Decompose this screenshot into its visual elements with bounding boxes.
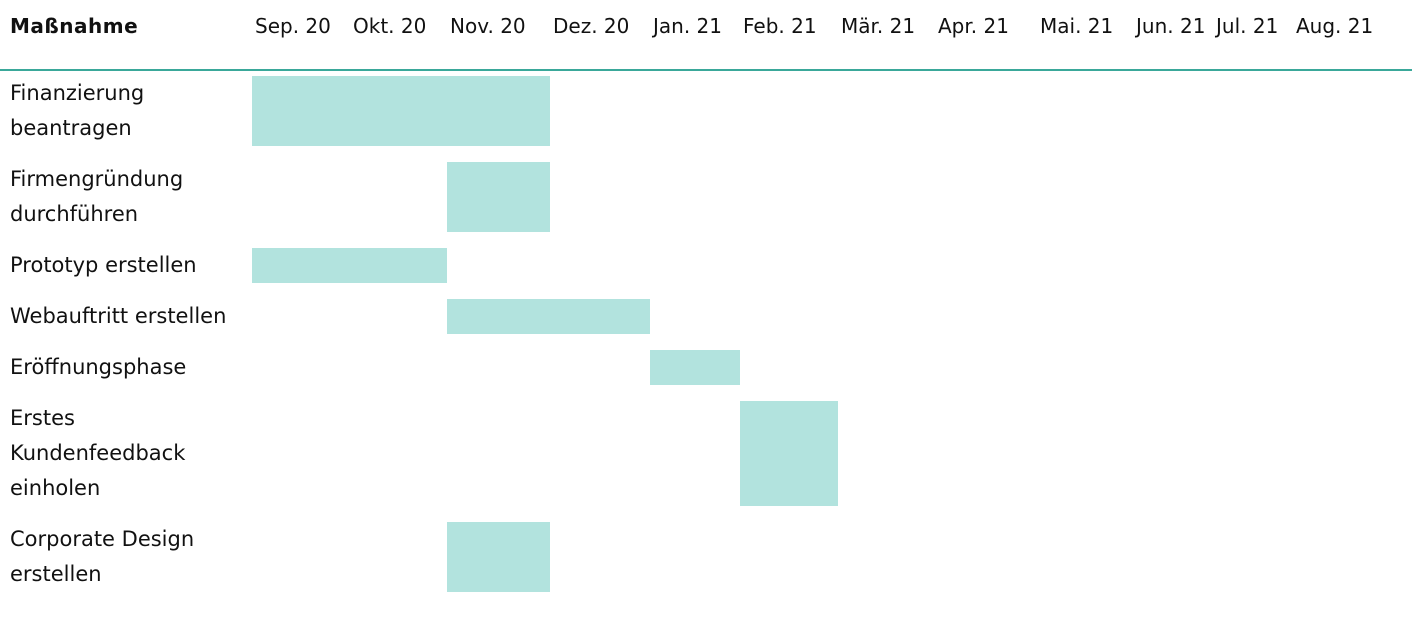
task-bar (447, 162, 550, 232)
task-bar (740, 401, 838, 506)
month-label: Mär. 21 (841, 14, 916, 38)
month-label: Nov. 20 (450, 14, 526, 38)
task-label: Finanzierung beantragen (10, 81, 145, 140)
task-label: Eröffnungsphase (10, 355, 187, 379)
header: Maßnahme Sep. 20 Okt. 20 Nov. 20 Dez. 20 Jan… (0, 0, 1412, 71)
task-row: Webauftritt erstellen (0, 299, 1415, 350)
task-row: Prototyp erstellen (0, 248, 1415, 299)
task-row: Eröffnungsphase (0, 350, 1415, 401)
month-label: Sep. 20 (255, 14, 331, 38)
month-label: Aug. 21 (1296, 14, 1374, 38)
task-bar (252, 76, 550, 146)
task-label: Firmengründung durchführen (10, 167, 184, 226)
task-label: Prototyp erstellen (10, 253, 197, 277)
task-row: Corporate Design erstellen (0, 522, 1415, 608)
month-label: Jan. 21 (653, 14, 722, 38)
rows: Finanzierung beantragen Firmengründung du… (0, 76, 1415, 608)
task-row: Finanzierung beantragen (0, 76, 1415, 162)
task-label: Erstes Kundenfeedback einholen (10, 406, 186, 500)
task-row: Firmengründung durchführen (0, 162, 1415, 248)
task-label: Corporate Design erstellen (10, 527, 195, 586)
task-bar (650, 350, 740, 385)
task-bar (252, 248, 447, 283)
month-label: Jul. 21 (1216, 14, 1279, 38)
task-bar (447, 522, 550, 592)
month-label: Okt. 20 (353, 14, 427, 38)
month-label: Dez. 20 (553, 14, 630, 38)
month-label: Jun. 21 (1136, 14, 1206, 38)
month-label: Apr. 21 (938, 14, 1009, 38)
task-label: Webauftritt erstellen (10, 304, 227, 328)
task-bar (447, 299, 650, 334)
task-row: Erstes Kundenfeedback einholen (0, 401, 1415, 522)
month-label: Mai. 21 (1040, 14, 1114, 38)
header-title: Maßnahme (10, 14, 139, 38)
month-label: Feb. 21 (743, 14, 817, 38)
